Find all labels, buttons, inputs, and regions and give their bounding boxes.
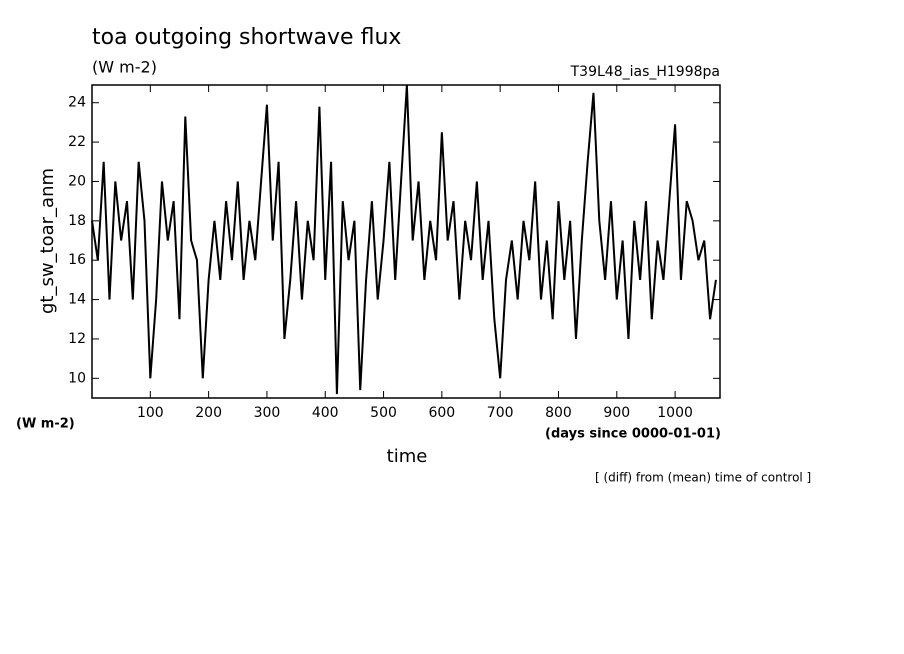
y-tick-label: 20	[68, 173, 86, 189]
x-tick-label: 600	[428, 405, 455, 421]
units-top: (W m-2)	[92, 58, 157, 77]
chart-title: toa outgoing shortwave flux	[92, 25, 401, 50]
y-tick-label: 24	[68, 95, 86, 111]
x-tick-label: 900	[603, 405, 630, 421]
y-axis-label: gt_sw_toar_anm	[37, 168, 58, 314]
experiment: T39L48_ias_H1998pa	[570, 64, 720, 80]
x-units: (days since 0000-01-01)	[545, 427, 721, 442]
x-tick-label: 300	[254, 405, 281, 421]
y-tick-label: 16	[68, 252, 86, 268]
x-axis-label: time	[387, 446, 428, 467]
x-tick-label: 400	[312, 405, 339, 421]
x-tick-label: 700	[487, 405, 514, 421]
x-tick-label: 500	[370, 405, 397, 421]
y-tick-label: 22	[68, 134, 86, 150]
y-tick-label: 12	[68, 331, 86, 347]
x-tick-label: 1000	[657, 405, 693, 421]
x-tick-label: 100	[137, 405, 164, 421]
note: [ (diff) from (mean) time of control ]	[595, 471, 811, 485]
y-tick-label: 18	[68, 213, 86, 229]
y-tick-label: 14	[68, 292, 86, 308]
x-tick-label: 800	[545, 405, 572, 421]
y-tick-label: 10	[68, 370, 86, 386]
x-tick-label: 200	[195, 405, 222, 421]
data-line	[91, 84, 717, 395]
units-bottom: (W m-2)	[16, 417, 75, 432]
